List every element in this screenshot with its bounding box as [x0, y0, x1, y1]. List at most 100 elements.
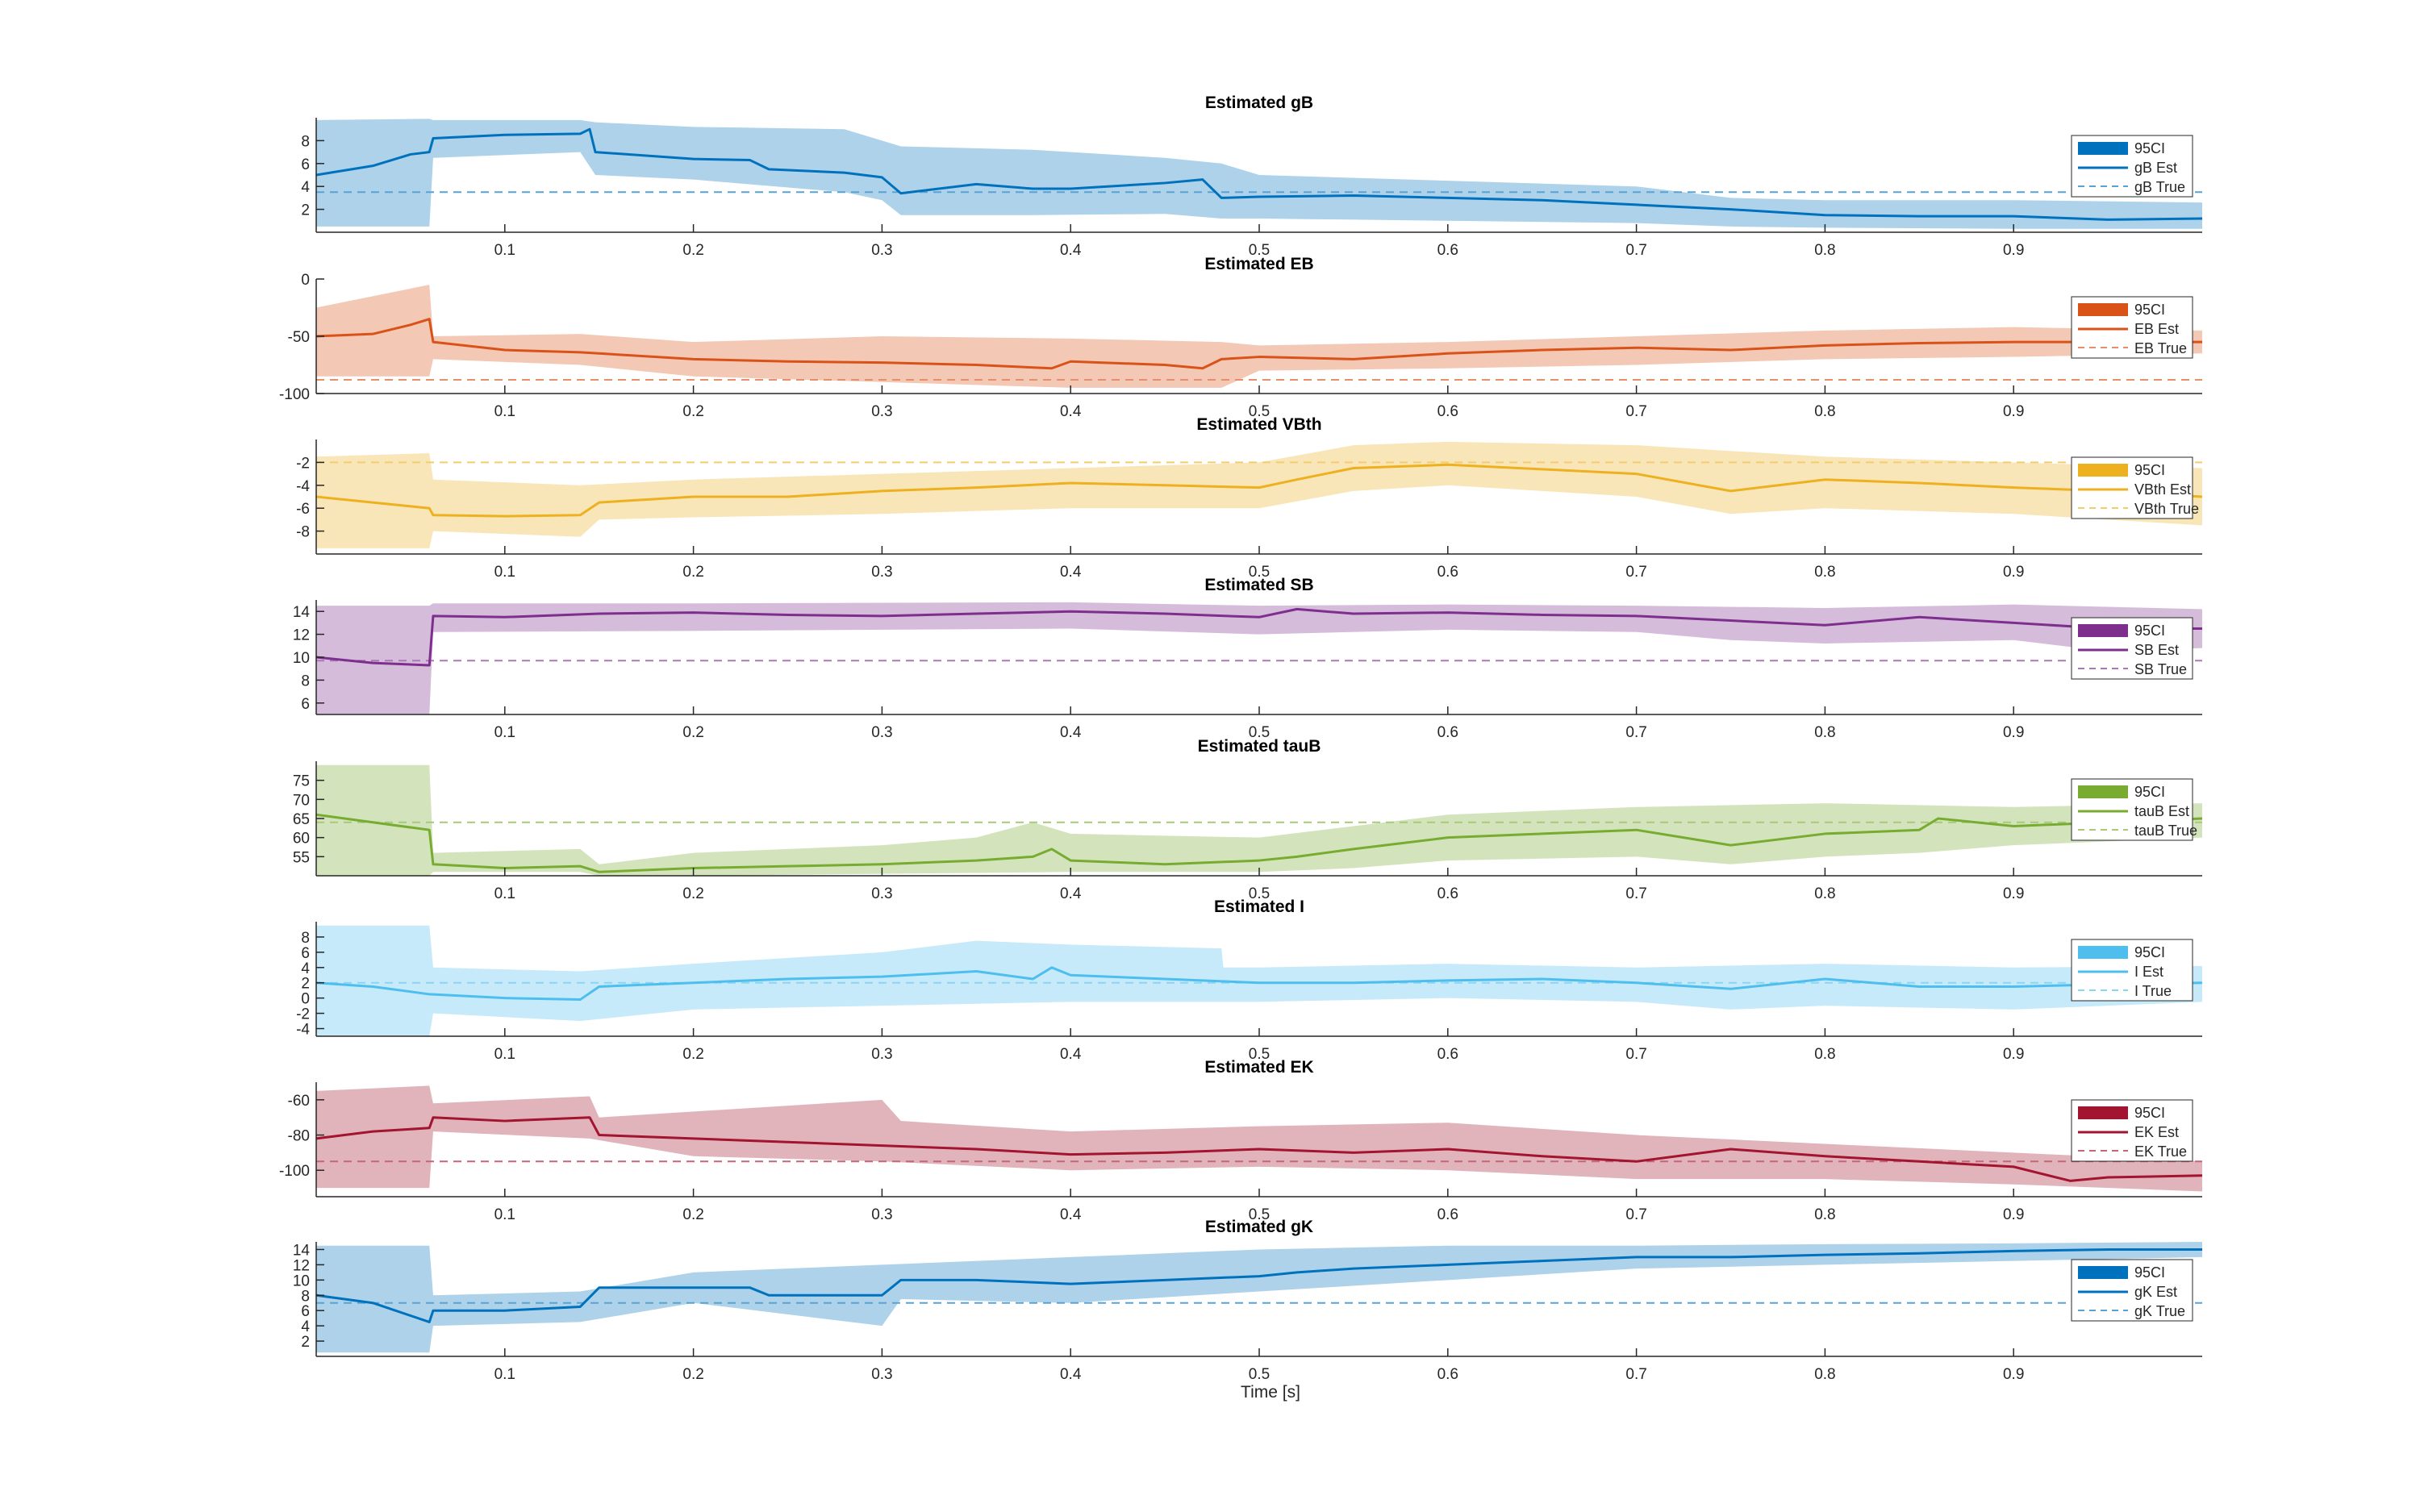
- x-tick-label: 0.2: [682, 885, 703, 902]
- x-tick-label: 0.2: [682, 724, 703, 741]
- x-tick-label: 0.8: [1814, 564, 1835, 581]
- x-tick-label: 0.4: [1060, 1366, 1082, 1383]
- legend-label: EB Est: [2134, 321, 2179, 337]
- panel-title: Estimated gK: [1205, 1218, 1313, 1236]
- panel-title: Estimated I: [1214, 898, 1304, 916]
- legend: 95CI gK Est gK True: [2071, 1259, 2193, 1322]
- x-tick-label: 0.1: [494, 885, 515, 902]
- legend-ci-swatch: [2078, 142, 2128, 155]
- x-tick-label: 0.8: [1814, 724, 1835, 741]
- ci-band: [316, 925, 2202, 1036]
- x-tick-label: 0.6: [1437, 564, 1458, 581]
- legend-label: gK Est: [2134, 1284, 2177, 1300]
- x-tick-label: 0.8: [1814, 1046, 1835, 1063]
- ci-band: [316, 764, 2202, 876]
- y-tick-label: 2: [301, 202, 310, 219]
- x-tick-label: 0.5: [1249, 403, 1270, 420]
- x-tick-label: 0.7: [1625, 564, 1646, 581]
- x-tick-label: 0.1: [494, 242, 515, 259]
- x-tick-label: 0.6: [1437, 1206, 1458, 1223]
- legend-label: tauB True: [2134, 823, 2197, 839]
- y-tick-label: -4: [296, 478, 310, 495]
- ci-band: [316, 119, 2202, 229]
- y-tick-label: -8: [296, 524, 310, 541]
- x-tick-label: 0.5: [1249, 724, 1270, 741]
- legend-label: SB Est: [2134, 642, 2179, 658]
- legend-label: EB True: [2134, 340, 2187, 356]
- legend-label: SB True: [2134, 661, 2187, 677]
- x-tick-label: 0.7: [1625, 724, 1646, 741]
- y-tick-label: 8: [301, 673, 310, 689]
- y-tick-label: 2: [301, 976, 310, 993]
- y-tick-label: -2: [296, 1006, 310, 1023]
- x-tick-label: 0.1: [494, 724, 515, 741]
- est-line: [315, 813, 2203, 873]
- y-tick-label: 6: [301, 696, 310, 713]
- x-tick-label: 0.5: [1249, 242, 1270, 259]
- y-tick-label: 0: [301, 991, 310, 1008]
- x-tick-label: 0.2: [682, 1366, 703, 1383]
- y-tick-label: 4: [301, 960, 310, 977]
- panel-3: -8 -6 -4 -2 0.1 0.2 0.3 0.4 0.5 0.6 0.7 0.8 0.9 Estim…: [296, 415, 2203, 581]
- y-tick-label: 75: [293, 773, 310, 790]
- y-tick-label: 65: [293, 811, 310, 828]
- est-line: [315, 607, 2202, 667]
- est-line: [315, 318, 2202, 370]
- legend-ci-swatch: [2078, 1266, 2128, 1279]
- panel-title: Estimated tauB: [1198, 737, 1321, 756]
- x-tick-label: 0.9: [2003, 564, 2024, 581]
- panel-7: -100 -80 -60 0.1 0.2 0.3 0.4 0.5 0.6 0.7 0.8 0.9 Est…: [279, 1058, 2203, 1223]
- legend-label: 95CI: [2134, 784, 2165, 800]
- legend-label: 95CI: [2134, 302, 2165, 318]
- y-tick-label: 14: [293, 604, 311, 621]
- x-tick-label: 0.4: [1060, 724, 1082, 741]
- x-tick-label: 0.1: [494, 1206, 515, 1223]
- panel-2: -100 -50 0 0.1 0.2 0.3 0.4 0.5 0.6 0.7 0.8 0.9 Estim…: [279, 255, 2202, 420]
- y-tick-label: -6: [296, 501, 310, 518]
- y-tick-label: 70: [293, 792, 310, 809]
- legend-label: 95CI: [2134, 1264, 2165, 1281]
- x-tick-label: 0.8: [1814, 242, 1835, 259]
- est-line: [315, 463, 2203, 518]
- legend-label: VBth Est: [2134, 481, 2191, 498]
- legend: 95CI I Est I True: [2071, 939, 2193, 1002]
- panel-1: 2 4 6 8 0.1 0.2 0.3 0.4 0.5 0.6 0.7 0.8 0.9 Estimated…: [301, 94, 2203, 259]
- x-tick-label: 0.5: [1249, 564, 1270, 581]
- x-tick-label: 0.5: [1249, 885, 1270, 902]
- y-tick-label: 10: [293, 650, 310, 667]
- y-tick-label: -60: [288, 1093, 310, 1110]
- panel-4: 6 8 10 12 14 0.1 0.2 0.3 0.4 0.5 0.6 0.7 0.8 0.9 Estim…: [293, 576, 2202, 741]
- legend: 95CI EK Est EK True: [2071, 1099, 2193, 1162]
- x-tick-label: 0.6: [1437, 1366, 1458, 1383]
- y-tick-label: 10: [293, 1272, 310, 1289]
- ci-band: [316, 1242, 2202, 1353]
- x-tick-label: 0.8: [1814, 1206, 1835, 1223]
- legend: 95CI EB Est EB True: [2071, 296, 2193, 359]
- legend-label: EK True: [2134, 1143, 2187, 1160]
- est-line: [315, 127, 2203, 221]
- legend-ci-swatch: [2078, 624, 2128, 637]
- x-tick-label: 0.4: [1060, 403, 1082, 420]
- legend-ci-swatch: [2078, 464, 2128, 477]
- ci-band: [316, 602, 2202, 714]
- panel-title: Estimated EB: [1204, 255, 1313, 273]
- legend-label: 95CI: [2134, 623, 2165, 639]
- y-tick-label: 6: [301, 156, 310, 173]
- est-line: [315, 1248, 2202, 1323]
- panel-title: Estimated VBth: [1196, 415, 1321, 434]
- x-tick-label: 0.9: [2003, 885, 2024, 902]
- est-line: [315, 966, 2203, 1002]
- legend-label: VBth True: [2134, 501, 2199, 517]
- y-tick-label: 12: [293, 1257, 310, 1274]
- y-tick-label: 6: [301, 945, 310, 962]
- x-tick-label: 0.7: [1625, 242, 1646, 259]
- x-tick-label: 0.2: [682, 1206, 703, 1223]
- x-tick-label: 0.8: [1814, 1366, 1835, 1383]
- ci-band: [316, 1085, 2202, 1192]
- x-tick-label: 0.4: [1060, 564, 1082, 581]
- legend-label: I True: [2134, 983, 2172, 999]
- panel-title: Estimated EK: [1204, 1058, 1313, 1077]
- legend-label: tauB Est: [2134, 803, 2189, 819]
